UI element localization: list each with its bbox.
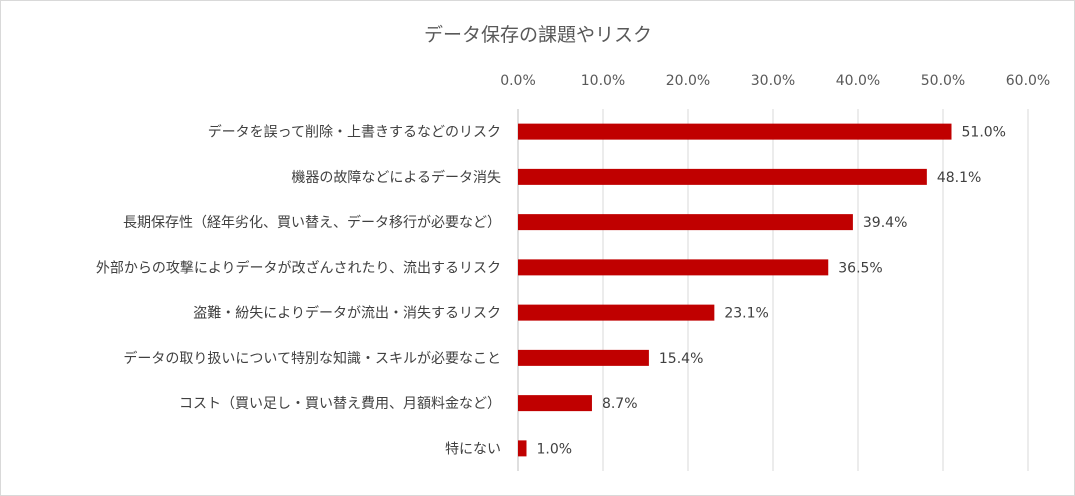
- chart-title: データ保存の課題やリスク: [424, 24, 652, 46]
- category-label: 特にない: [445, 441, 501, 457]
- x-tick-label: 10.0%: [581, 73, 625, 89]
- category-label: 長期保存性（経年劣化、買い替え、データ移行が必要など）: [123, 214, 501, 231]
- category-label: コスト（買い足し・買い替え費用、月額料金など）: [179, 396, 501, 412]
- bars: [518, 123, 952, 457]
- x-tick-label: 40.0%: [836, 73, 880, 89]
- bar: [518, 304, 715, 321]
- gridlines: [517, 109, 1029, 471]
- category-label: データを誤って削除・上書きするなどのリスク: [208, 124, 501, 141]
- x-tick-label: 60.0%: [1006, 73, 1050, 89]
- bar: [518, 395, 592, 412]
- bar: [518, 214, 853, 231]
- category-label: 外部からの攻撃によりデータが改ざんされたり、流出するリスク: [96, 259, 501, 276]
- x-tick-label: 50.0%: [921, 73, 965, 89]
- category-label: 機器の故障などによるデータ消失: [291, 169, 501, 186]
- bar: [518, 259, 829, 276]
- value-labels: 51.0% 48.1% 39.4% 36.5% 23.1% 15.4% 8.7% 1.0%: [537, 125, 1006, 458]
- bar: [518, 440, 527, 457]
- bar: [518, 349, 649, 366]
- x-axis-ticks: 0.0% 10.0% 20.0% 30.0% 40.0% 50.0% 60.0%: [500, 73, 1050, 89]
- data-label: 1.0%: [537, 441, 573, 457]
- data-label: 15.4%: [659, 351, 703, 367]
- category-label: 盗難・紛失によりデータが流出・消失するリスク: [193, 305, 501, 322]
- data-label: 8.7%: [602, 396, 638, 412]
- x-tick-label: 30.0%: [751, 73, 795, 89]
- data-label: 23.1%: [724, 306, 768, 322]
- data-label: 48.1%: [937, 170, 981, 186]
- bar: [518, 168, 927, 185]
- x-tick-label: 20.0%: [666, 73, 710, 89]
- data-label: 51.0%: [962, 125, 1006, 141]
- x-tick-label: 0.0%: [500, 73, 536, 89]
- category-label: データの取り扱いについて特別な知識・スキルが必要なこと: [123, 350, 501, 367]
- category-labels: データを誤って削除・上書きするなどのリスク機器の故障などによるデータ消失長期保存…: [96, 124, 501, 458]
- data-label: 39.4%: [863, 215, 907, 231]
- bar: [518, 123, 952, 140]
- data-label: 36.5%: [838, 260, 882, 276]
